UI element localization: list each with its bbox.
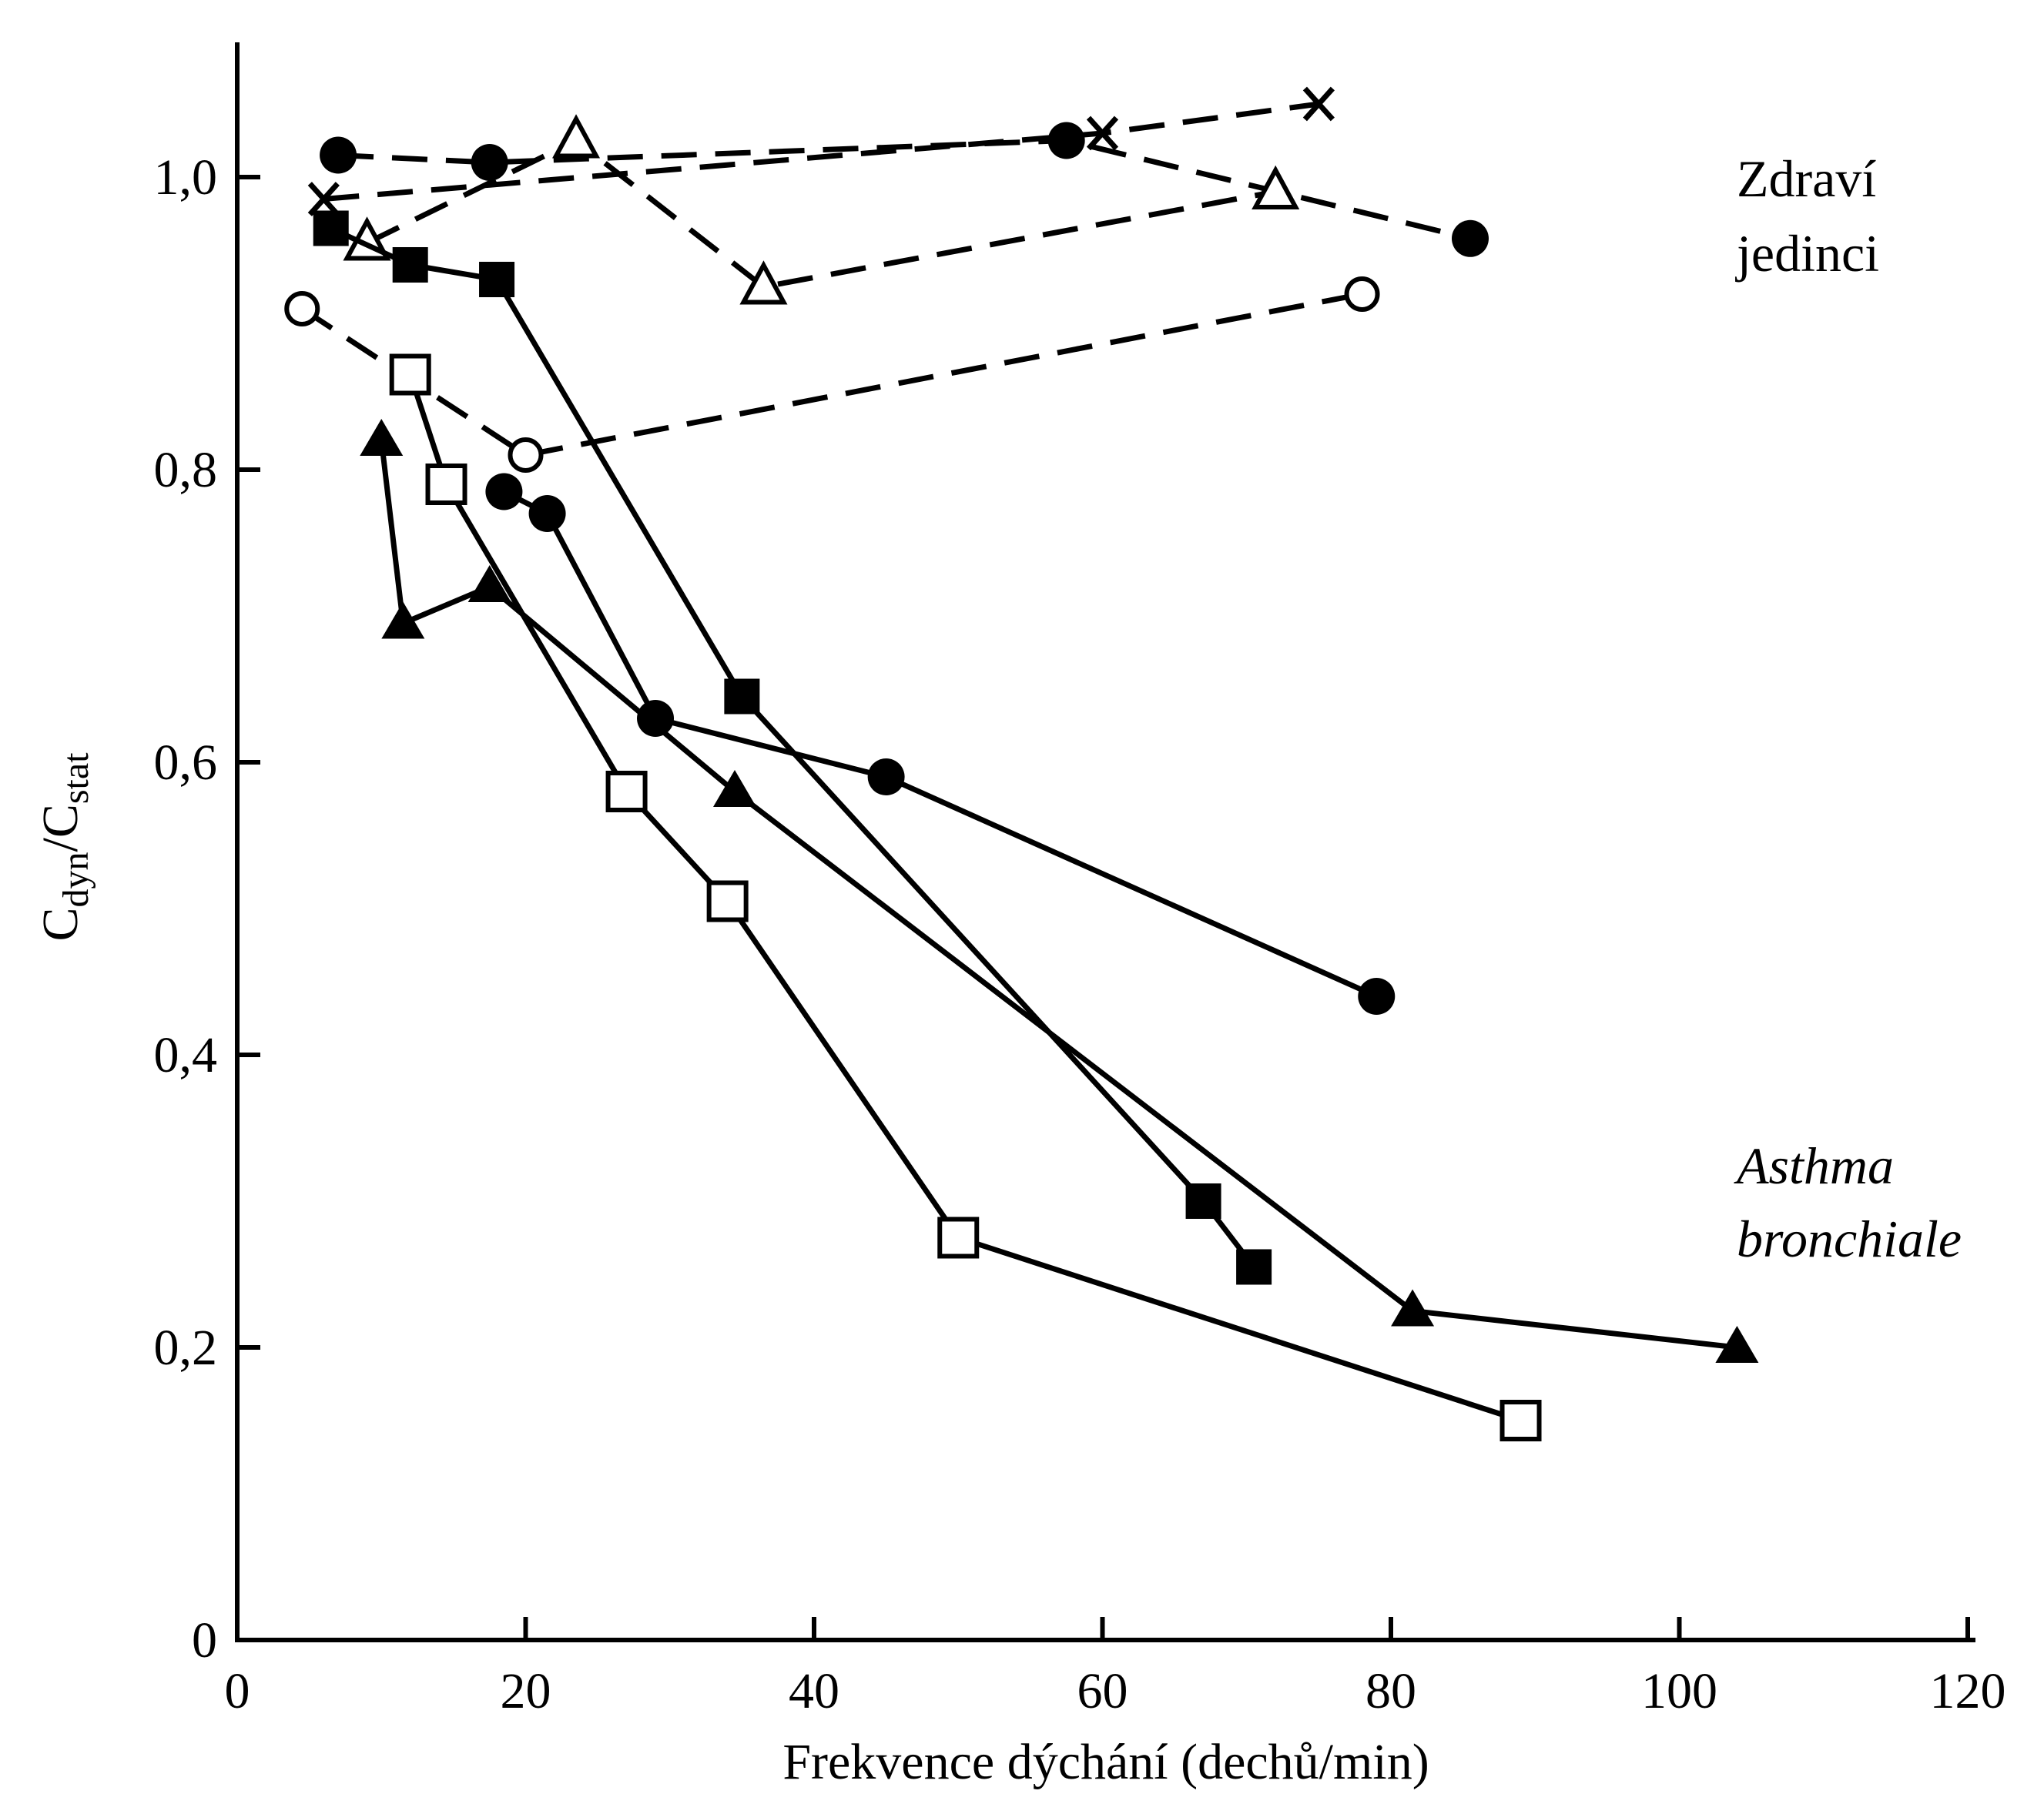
x-tick-label: 60 — [1077, 1663, 1128, 1719]
data-point — [867, 758, 905, 795]
y-title-sub2: stat — [55, 752, 96, 804]
data-point — [313, 210, 349, 246]
x-tick-label: 0 — [225, 1663, 250, 1719]
data-point — [637, 700, 675, 737]
data-point — [392, 247, 428, 283]
x-tick-label: 100 — [1641, 1663, 1717, 1719]
cross-stroke — [307, 182, 340, 216]
series-healthy-open-circle — [284, 276, 1380, 473]
annotation-asthma-line2: bronchiale — [1737, 1210, 1962, 1268]
data-point — [1358, 978, 1396, 1015]
series-line — [502, 489, 1378, 999]
data-point — [1302, 86, 1335, 122]
y-ticks: 0 0,2 0,4 0,6 0,8 1,0 — [154, 149, 260, 1668]
series-asthma-filled-square — [313, 210, 1272, 1285]
y-tick-label: 1,0 — [154, 149, 218, 206]
series-line — [378, 440, 1737, 1351]
x-tick-label: 40 — [789, 1663, 839, 1719]
series-asthma-filled-triangle — [360, 419, 1759, 1363]
series-line — [337, 138, 1471, 242]
data-point — [307, 182, 340, 216]
data-point — [552, 114, 601, 159]
data-point — [381, 601, 425, 639]
data-point — [713, 770, 757, 807]
data-point — [724, 678, 760, 715]
series-line — [323, 101, 1319, 202]
data-point — [471, 144, 508, 181]
data-point — [1391, 1289, 1435, 1327]
cross-stroke — [1302, 86, 1335, 122]
data-point — [1185, 1183, 1221, 1219]
series-line — [330, 226, 1256, 1269]
y-tick-label: 0,8 — [154, 442, 218, 498]
y-title-c2: C — [32, 804, 89, 838]
y-title-slash: / — [32, 838, 89, 852]
series-asthma-open-square — [389, 353, 1542, 1441]
series-line — [365, 138, 1276, 290]
annotation-asthma-line1: Asthma — [1734, 1136, 1894, 1195]
data-point — [320, 136, 357, 174]
data-point — [1047, 122, 1085, 159]
data-point — [1086, 115, 1119, 151]
x-ticks: 0 20 40 60 80 100 120 — [225, 1617, 2006, 1719]
data-point — [1236, 1249, 1272, 1285]
data-point — [937, 1217, 980, 1259]
series-line — [300, 291, 1363, 458]
series-healthy-cross — [307, 86, 1335, 216]
data-point — [1715, 1326, 1759, 1363]
data-point — [1499, 1400, 1542, 1441]
series-healthy-open-triangle — [343, 114, 1300, 305]
data-point — [528, 495, 566, 532]
x-axis-title: Frekvence dýchání (dechů/min) — [782, 1734, 1429, 1790]
data-point — [1344, 276, 1380, 312]
series-asthma-filled-circle — [485, 473, 1396, 1015]
y-tick-label: 0,2 — [154, 1320, 218, 1376]
x-tick-label: 120 — [1930, 1663, 2006, 1719]
data-point — [706, 880, 749, 922]
y-tick-label: 0,6 — [154, 735, 218, 791]
y-tick-label: 0 — [192, 1612, 217, 1668]
data-point — [389, 353, 431, 396]
data-point — [360, 419, 404, 456]
x-tick-label: 20 — [501, 1663, 551, 1719]
series-healthy-filled-circle — [320, 122, 1489, 257]
y-title-sub1: dyn — [55, 852, 96, 908]
cross-stroke — [1086, 115, 1119, 151]
data-point — [1252, 165, 1300, 209]
annotation-healthy-line1: Zdraví — [1737, 149, 1876, 208]
data-point — [605, 771, 648, 812]
data-point — [425, 464, 467, 505]
data-point — [508, 437, 544, 473]
data-point — [467, 565, 511, 602]
y-tick-label: 0,4 — [154, 1027, 218, 1083]
y-axis-title: Cdyn/Cstat — [32, 752, 96, 942]
data-point — [1451, 219, 1489, 257]
data-point — [284, 291, 320, 326]
x-tick-label: 80 — [1365, 1663, 1416, 1719]
annotation-healthy-line2: jedinci — [1735, 224, 1879, 283]
data-point — [479, 262, 515, 297]
series-group — [284, 86, 1759, 1441]
data-point — [739, 260, 788, 305]
data-point — [485, 473, 523, 510]
y-title-c1: C — [32, 908, 89, 942]
